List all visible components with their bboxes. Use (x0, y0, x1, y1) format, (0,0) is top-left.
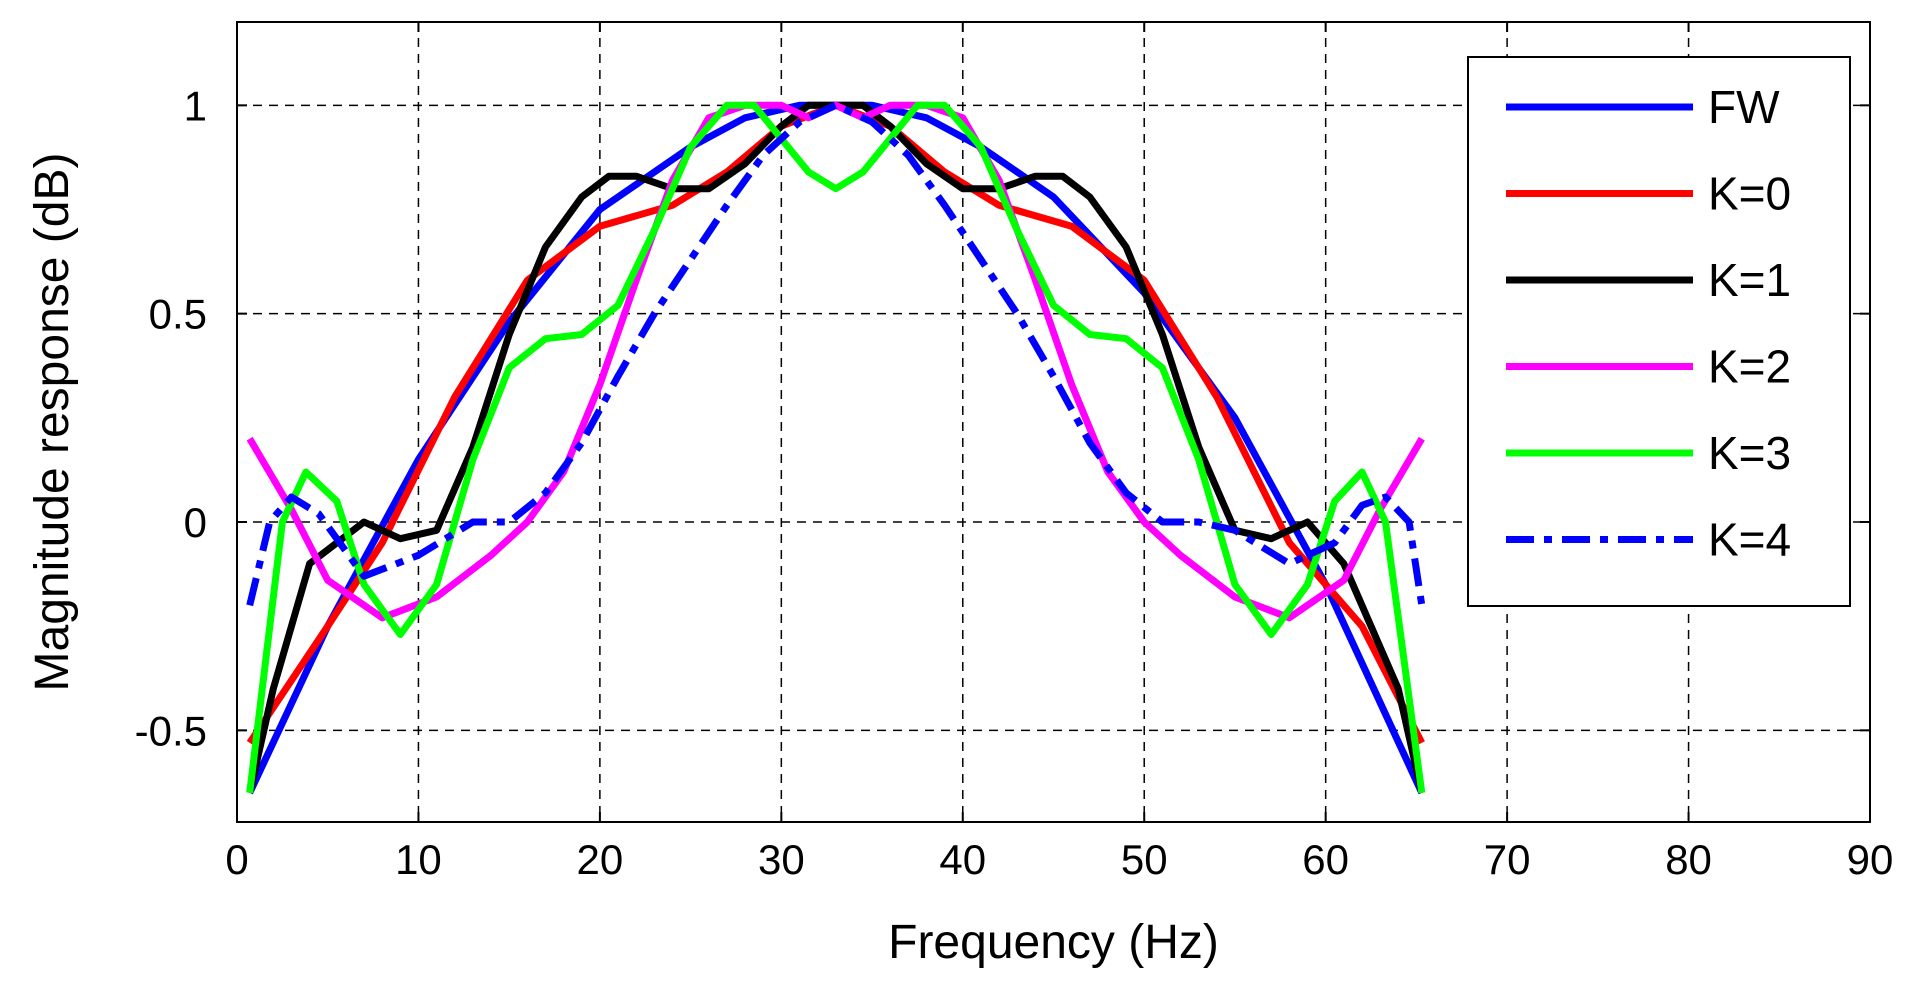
legend-label: K=2 (1708, 341, 1791, 393)
legend-label: FW (1708, 81, 1780, 133)
legend-label: K=4 (1708, 514, 1791, 566)
tick-labels: 0 10 20 30 40 50 60 70 80 90 -0.5 0 0.5 1 (135, 82, 1894, 883)
plot-frame (236, 21, 1871, 823)
legend-label: K=0 (1708, 168, 1791, 220)
series-layer (246, 101, 1426, 795)
x-tick-label: 60 (1302, 836, 1349, 883)
series-line-k-3 (246, 101, 1426, 794)
x-tick-label: 70 (1484, 836, 1531, 883)
x-axis-label: Frequency (Hz) (888, 916, 1219, 969)
legend: FW K=0 K=1 K=2 K=3 K=4 (1467, 56, 1851, 607)
legend-box (1467, 56, 1851, 607)
ticks (236, 22, 1871, 822)
y-tick-label: 0 (184, 499, 207, 546)
x-tick-label: 90 (1847, 836, 1894, 883)
series-line-k-4 (246, 101, 1426, 607)
legend-label: K=3 (1708, 427, 1791, 479)
x-tick-label: 10 (395, 836, 442, 883)
y-axis-label: Magnitude response (dB) (26, 153, 79, 692)
y-tick-label: 0.5 (149, 291, 207, 338)
series-line-k-1 (246, 101, 1426, 794)
series-line-k-2 (246, 101, 1425, 622)
x-tick-label: 20 (577, 836, 624, 883)
x-tick-label: 80 (1665, 836, 1712, 883)
y-tick-label: 1 (184, 82, 207, 129)
x-tick-label: 50 (1121, 836, 1168, 883)
legend-label: K=1 (1708, 254, 1791, 306)
series-line-k-0 (246, 101, 1425, 745)
x-tick-label: 30 (758, 836, 805, 883)
x-tick-label: 0 (225, 836, 248, 883)
x-tick-label: 40 (939, 836, 986, 883)
y-tick-label: -0.5 (135, 707, 207, 754)
